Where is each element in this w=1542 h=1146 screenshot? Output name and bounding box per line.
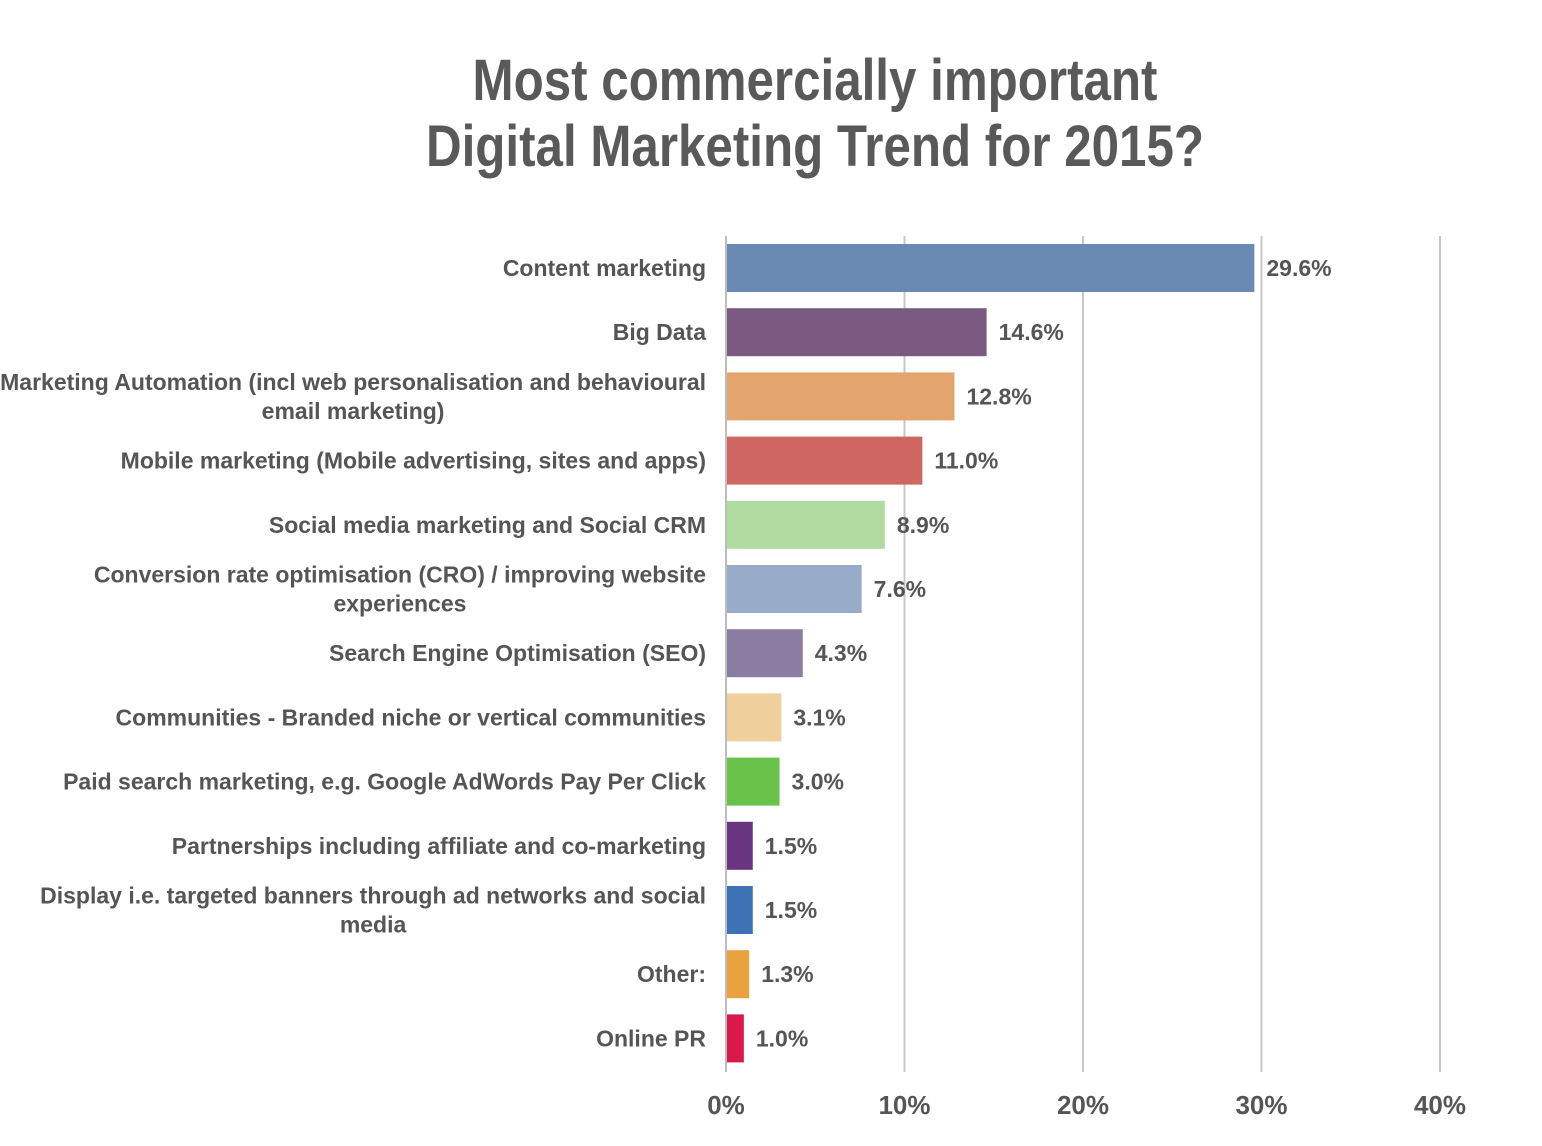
data-label: 14.6% <box>999 319 1064 345</box>
data-label: 1.3% <box>761 961 813 987</box>
bar <box>726 950 750 999</box>
x-tick-label: 20% <box>1057 1090 1109 1120</box>
bar <box>726 372 955 421</box>
bar <box>726 886 753 934</box>
category-label: Partnerships including affiliate and co-… <box>172 833 706 859</box>
chart-title-line-2: Digital Marketing Trend for 2015? <box>425 114 1205 179</box>
bar <box>726 436 923 485</box>
category-label: Search Engine Optimisation (SEO) <box>329 640 706 666</box>
x-tick-label: 30% <box>1235 1090 1287 1120</box>
bar <box>726 244 1255 292</box>
x-tick-label: 0% <box>707 1090 745 1120</box>
data-label: 3.0% <box>792 769 844 795</box>
data-label: 1.0% <box>756 1025 808 1051</box>
category-label: Marketing Automation (incl web personali… <box>0 369 706 395</box>
category-label: email marketing) <box>262 398 445 424</box>
bar <box>726 629 803 678</box>
category-label: Display i.e. targeted banners through ad… <box>40 883 706 909</box>
data-label: 11.0% <box>934 448 998 474</box>
category-label: Paid search marketing, e.g. Google AdWor… <box>63 769 706 795</box>
x-tick-label: 10% <box>878 1090 930 1120</box>
bar <box>726 1014 744 1063</box>
category-label: Other: <box>637 961 706 987</box>
category-label: Social media marketing and Social CRM <box>269 512 706 538</box>
category-label: experiences <box>333 591 466 617</box>
chart-title: Most commercially important Digital Mark… <box>122 48 1508 180</box>
category-label: Communities - Branded niche or vertical … <box>116 704 706 730</box>
chart-title-line-1: Most commercially important <box>472 48 1158 113</box>
category-label: Online PR <box>596 1025 706 1051</box>
bar <box>726 693 782 742</box>
data-label: 8.9% <box>897 512 949 538</box>
bar <box>726 757 780 806</box>
bar <box>726 565 862 613</box>
bar <box>726 500 885 549</box>
bar <box>726 308 987 357</box>
category-label: Big Data <box>613 319 707 345</box>
data-label: 29.6% <box>1266 255 1331 281</box>
category-label: media <box>340 912 407 938</box>
category-label: Mobile marketing (Mobile advertising, si… <box>121 448 706 474</box>
data-label: 12.8% <box>966 383 1031 409</box>
data-label: 7.6% <box>874 576 926 602</box>
x-tick-label: 40% <box>1414 1090 1466 1120</box>
data-label: 1.5% <box>765 833 817 859</box>
data-label: 4.3% <box>815 640 867 666</box>
category-label: Content marketing <box>503 255 706 281</box>
category-label: Conversion rate optimisation (CRO) / imp… <box>94 562 706 588</box>
data-label: 1.5% <box>765 897 817 923</box>
bar <box>726 821 753 870</box>
data-label: 3.1% <box>793 704 845 730</box>
